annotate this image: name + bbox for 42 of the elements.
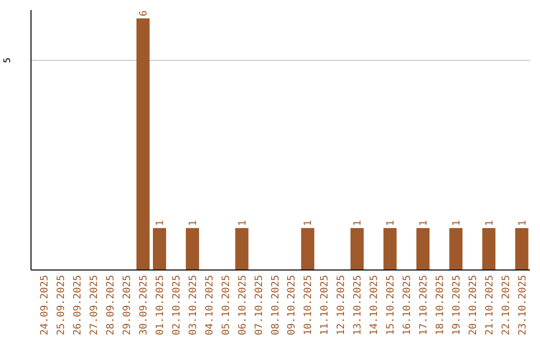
x-tick-label: 26.09.2025 (72, 275, 84, 336)
data-label: 1 (155, 220, 166, 226)
data-label: 1 (484, 220, 496, 226)
data-label: 1 (188, 220, 199, 226)
x-tick-label: 13.10.2025 (352, 275, 364, 336)
x-tick-label: 29.09.2025 (122, 275, 134, 336)
x-tick-label: 02.10.2025 (171, 275, 182, 336)
x-tick-label: 05.10.2025 (220, 275, 232, 336)
x-tick-label: 08.10.2025 (270, 275, 282, 336)
x-tick-label: 22.10.2025 (500, 275, 512, 336)
x-tick-label: 23.10.2025 (517, 275, 528, 336)
x-tick-label: 03.10.2025 (188, 275, 199, 336)
data-label: 1 (303, 220, 314, 226)
x-tick-label: 15.10.2025 (386, 275, 397, 336)
data-label: 1 (418, 220, 430, 226)
x-tick-label: 16.10.2025 (402, 275, 413, 336)
x-tick-label: 25.09.2025 (56, 275, 68, 336)
x-tick-label: 20.10.2025 (468, 275, 479, 336)
x-tick-label: 12.10.2025 (336, 275, 348, 336)
x-tick-label: 04.10.2025 (204, 275, 216, 336)
x-tick-label: 27.09.2025 (89, 275, 100, 336)
x-tick-label: 11.10.2025 (320, 275, 331, 336)
data-label: 1 (352, 220, 364, 226)
y-tick-label: 5 (3, 58, 14, 64)
x-tick-label: 30.09.2025 (138, 275, 150, 336)
data-label: 1 (451, 220, 462, 226)
x-tick-label: 06.10.2025 (237, 275, 248, 336)
x-tick-label: 14.10.2025 (369, 275, 380, 336)
x-tick-label: 24.09.2025 (40, 275, 51, 336)
x-tick-label: 09.10.2025 (286, 275, 298, 336)
data-label: 6 (138, 10, 150, 16)
x-tick-label: 17.10.2025 (418, 275, 430, 336)
x-tick-label: 10.10.2025 (303, 275, 314, 336)
x-tick-label: 28.09.2025 (106, 275, 117, 336)
data-label: 1 (517, 220, 528, 226)
x-tick-label: 01.10.2025 (155, 275, 166, 336)
x-tick-label: 19.10.2025 (451, 275, 462, 336)
data-label: 1 (386, 220, 397, 226)
x-tick-label: 07.10.2025 (254, 275, 265, 336)
data-label: 1 (237, 220, 248, 226)
x-tick-label: 18.10.2025 (434, 275, 446, 336)
x-tick-label: 21.10.2025 (484, 275, 496, 336)
